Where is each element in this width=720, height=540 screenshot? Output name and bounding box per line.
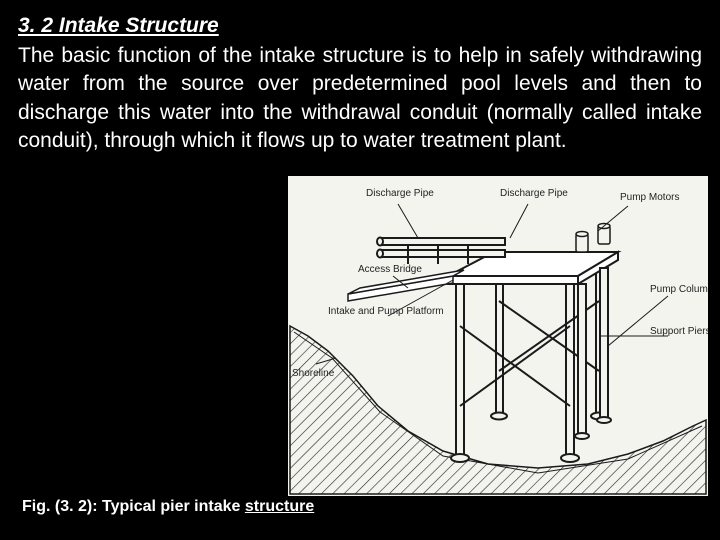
- label-pump-columns: Pump Columns: [650, 284, 708, 295]
- label-discharge-pipe-right: Discharge Pipe: [500, 188, 568, 199]
- label-intake-pump-platform: Intake and Pump Platform: [328, 306, 444, 317]
- label-support-piers: Support Piers: [650, 326, 708, 337]
- figure-caption: Fig. (3. 2): Typical pier intake structu…: [22, 498, 314, 516]
- label-pump-motors: Pump Motors: [620, 192, 679, 203]
- section-heading: 3. 2 Intake Structure: [18, 14, 702, 38]
- label-shoreline: Shoreline: [292, 368, 335, 379]
- figure-caption-prefix: Fig. (3. 2): Typical pier intake: [22, 498, 245, 515]
- intake-structure-diagram: Discharge Pipe Discharge Pipe Pump Motor…: [288, 176, 708, 496]
- section-body: The basic function of the intake structu…: [18, 42, 702, 155]
- label-discharge-pipe-left: Discharge Pipe: [366, 188, 434, 199]
- label-access-bridge: Access Bridge: [358, 264, 422, 275]
- figure-caption-underlined: structure: [245, 498, 314, 515]
